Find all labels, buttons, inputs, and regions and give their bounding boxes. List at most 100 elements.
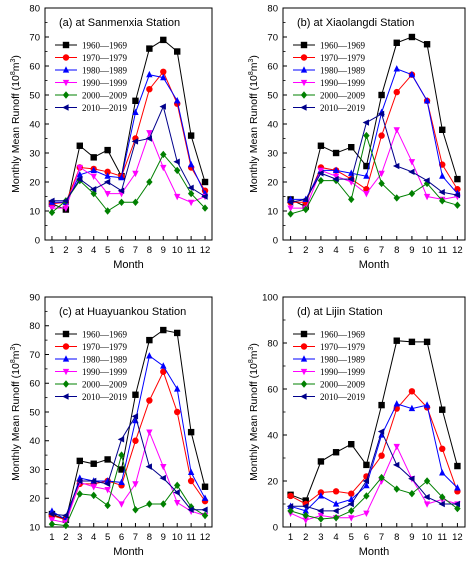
- data-point: [392, 461, 400, 469]
- data-point: [48, 205, 56, 212]
- y-tick-label: 70: [29, 32, 40, 43]
- data-point: [286, 503, 294, 510]
- legend-box: [290, 37, 362, 116]
- legend-label: 1990—1999: [320, 78, 366, 88]
- data-point: [173, 158, 180, 165]
- legend-marker: [62, 41, 70, 49]
- x-tick-label: 4: [333, 532, 338, 543]
- series-6: [286, 110, 461, 206]
- series-5: [287, 131, 461, 218]
- y-tick-label: 50: [267, 90, 278, 101]
- data-point: [348, 507, 355, 515]
- data-point: [287, 507, 294, 515]
- legend-label: 1970—1979: [82, 342, 128, 352]
- data-point: [439, 126, 446, 133]
- legend-label: 2010—2019: [320, 103, 366, 113]
- series-line: [51, 39, 206, 211]
- data-point: [104, 456, 111, 463]
- data-point: [118, 451, 125, 459]
- legend-marker: [300, 91, 308, 99]
- data-point: [187, 160, 195, 168]
- data-point: [408, 489, 416, 498]
- data-point: [408, 388, 416, 395]
- y-tick-label: 40: [29, 119, 40, 130]
- legend-box: [290, 326, 362, 405]
- data-point: [348, 495, 355, 502]
- y-tick-label: 60: [29, 61, 40, 72]
- data-point: [89, 477, 97, 485]
- data-point: [146, 500, 153, 508]
- x-tick-label: 12: [200, 532, 211, 543]
- legend-label: 1980—1989: [82, 65, 128, 75]
- y-tick-label: 20: [29, 494, 40, 505]
- legend-label: 1990—1999: [82, 78, 128, 88]
- data-point: [132, 481, 139, 488]
- legend-marker: [300, 368, 308, 376]
- data-point: [174, 48, 181, 55]
- x-tick-label: 10: [422, 532, 433, 543]
- data-point: [302, 517, 309, 524]
- data-point: [103, 480, 111, 488]
- x-tick-label: 2: [63, 532, 68, 543]
- data-point: [362, 119, 370, 126]
- x-tick-label: 8: [394, 532, 399, 543]
- data-point: [132, 108, 139, 115]
- y-axis-label: Monthly Mean Runoff (108m3): [248, 55, 260, 193]
- series-line: [290, 430, 458, 512]
- data-point: [75, 477, 83, 485]
- y-tick-label: 50: [29, 407, 40, 418]
- data-point: [160, 36, 167, 44]
- y-tick-label: 60: [267, 384, 278, 395]
- data-point: [146, 178, 153, 186]
- data-point: [317, 492, 325, 499]
- data-point: [201, 511, 209, 520]
- y-tick-label: 100: [262, 292, 278, 303]
- data-point: [160, 68, 167, 76]
- data-point: [423, 193, 431, 201]
- data-point: [438, 188, 445, 196]
- legend-marker: [300, 66, 308, 73]
- x-tick-label: 12: [200, 245, 211, 256]
- data-point: [378, 179, 385, 188]
- data-point: [423, 177, 430, 184]
- series-5: [287, 473, 461, 523]
- data-point: [131, 413, 139, 420]
- data-point: [408, 404, 416, 412]
- data-point: [423, 97, 431, 104]
- series-line: [290, 133, 458, 215]
- data-point: [174, 385, 181, 392]
- data-point: [145, 463, 152, 470]
- data-point: [301, 196, 309, 203]
- data-point: [160, 362, 167, 369]
- data-point: [174, 481, 181, 490]
- data-point: [174, 499, 181, 507]
- y-axis-label: Monthly Mean Runoff (108m3): [10, 343, 22, 481]
- data-point: [454, 175, 461, 183]
- data-point: [302, 511, 309, 520]
- x-tick-label: 7: [379, 245, 384, 256]
- data-point: [439, 445, 446, 452]
- data-point: [160, 368, 167, 375]
- data-point: [145, 135, 152, 142]
- data-point: [187, 199, 195, 207]
- legend-label: 1960—1969: [320, 40, 366, 50]
- data-point: [332, 173, 340, 180]
- data-point: [317, 458, 325, 465]
- x-tick-label: 1: [49, 245, 54, 256]
- data-point: [90, 460, 97, 467]
- data-point: [174, 408, 181, 416]
- series-line: [290, 340, 458, 502]
- chart-panel-2: 1 2 3 4 5 6 7 8 9 10 11 1201020304050607080MonthMon…: [248, 3, 466, 271]
- data-point: [408, 33, 416, 41]
- data-point: [393, 127, 400, 134]
- x-tick-label: 3: [318, 532, 323, 543]
- legend-marker: [62, 66, 70, 73]
- data-point: [348, 144, 355, 151]
- data-point: [76, 170, 83, 178]
- data-point: [62, 521, 70, 530]
- legend-label: 1990—1999: [82, 367, 128, 377]
- legend-box: [52, 37, 124, 116]
- legend-marker: [300, 41, 308, 49]
- data-point: [76, 490, 83, 498]
- y-tick-label: 0: [273, 522, 278, 533]
